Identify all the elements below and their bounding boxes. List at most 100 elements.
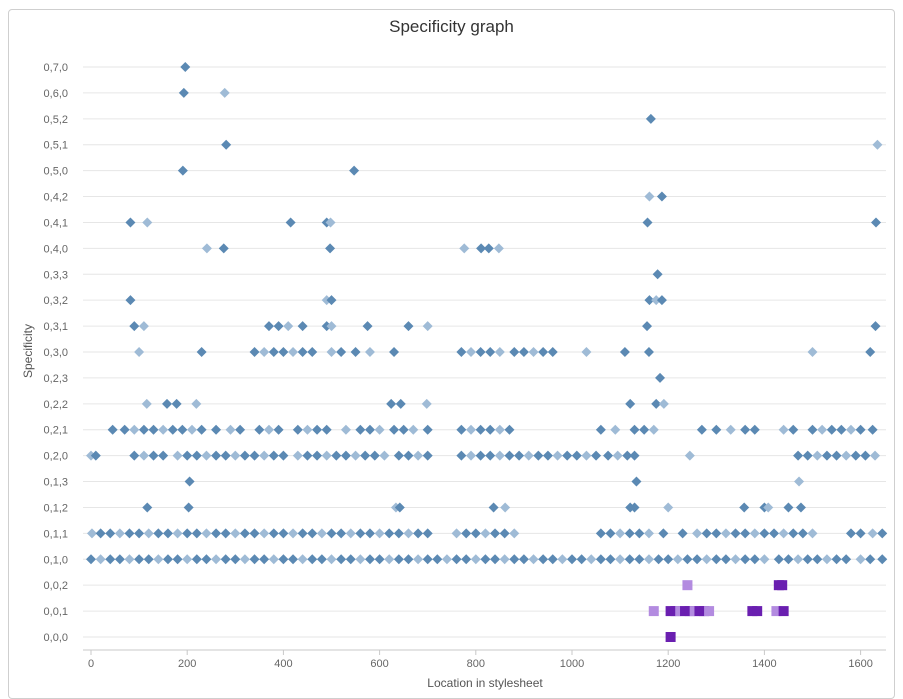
y-tick-labels: 0,0,0 0,0,1 0,0,2 0,1,0 0,1,1 0,1,2 0,1,3 0,2,0… [44,62,68,644]
specificity-point [461,528,472,539]
specificity-point [408,424,419,435]
specificity-point [316,528,327,539]
specificity-point [364,347,375,357]
specificity-point-square [665,632,676,642]
specificity-point [336,528,347,539]
specificity-point [817,424,828,435]
specificity-point [470,554,481,565]
specificity-point [730,528,741,539]
specificity-point [652,269,663,280]
specificity-point [855,528,866,539]
specificity-point [456,347,467,357]
specificity-point [235,424,246,435]
specificity-point [488,502,499,513]
specificity-point [794,476,805,487]
specificity-point [493,243,504,254]
specificity-point [826,424,837,435]
specificity-point [571,450,582,461]
x-tick-labels: 0 200 400 600 800 1000 1200 1400 1600 [88,650,873,670]
specificity-point [374,528,385,539]
specificity-point [610,424,621,435]
specificity-point [230,450,241,461]
specificity-point [297,528,308,539]
specificity-point [178,87,189,98]
specificity-point [403,450,414,461]
specificity-point [273,321,284,332]
specificity-point [239,554,250,565]
specificity-point [514,450,525,461]
specificity-point [783,554,794,565]
specificity-point [86,528,97,539]
specificity-point [134,347,145,357]
specificity-point [393,554,404,565]
specificity-point [196,347,207,357]
specificity-point [105,554,116,565]
specificity-point [711,424,722,435]
specificity-point [292,424,303,435]
specificity-point [158,424,169,435]
specificity-point [485,424,496,435]
y-tick-label: 0,4,1 [44,217,68,229]
specificity-point [268,450,279,461]
specificity-point [456,424,467,435]
specificity-point [701,554,712,565]
specificity-point [740,424,751,435]
specificity-point [325,217,336,228]
specificity-point [182,554,193,565]
specificity-point [422,554,433,565]
specificity-point [349,165,360,176]
specificity-point [191,554,202,565]
specificity-point [254,424,265,435]
specificity-point [867,424,878,435]
specificity-point [595,554,606,565]
specificity-point [581,347,592,357]
specificity-point [184,476,195,487]
specificity-point [725,424,736,435]
specificity-point [162,528,173,539]
specificity-point [191,398,202,409]
specificity-point [403,528,414,539]
y-tick-label: 0,2,2 [44,399,68,411]
specificity-point [651,398,662,409]
specificity-point [364,554,375,565]
specificity-point [398,424,409,435]
specificity-point [595,424,606,435]
specificity-point [90,450,101,461]
specificity-point [720,554,731,565]
specificity-point [307,554,318,565]
specificity-point [591,450,602,461]
specificity-point [855,424,866,435]
specificity-point [119,424,130,435]
specificity-point [138,424,149,435]
specificity-point [658,398,669,409]
specificity-point [239,450,250,461]
specificity-point-square [777,580,788,591]
specificity-point [432,554,443,565]
specificity-point [740,554,751,565]
specificity-point [605,554,616,565]
specificity-point [677,528,688,539]
specificity-point [230,528,241,539]
specificity-point [86,554,96,565]
specificity-point [263,424,274,435]
specificity-point-square [752,606,763,617]
specificity-point-square [704,606,715,617]
specificity-point [821,554,832,565]
specificity-point [307,347,318,357]
specificity-point [494,450,505,461]
specificity-point [480,528,491,539]
specificity-point-square [771,606,782,617]
specificity-point [499,528,510,539]
specificity-point [739,502,750,513]
specificity-point [865,347,876,357]
specificity-point [872,139,883,150]
specificity-point [273,424,284,435]
specificity-point [605,528,616,539]
specificity-point [740,528,751,539]
specificity-point [211,450,222,461]
specificity-point [812,450,823,461]
specificity-point [182,450,193,461]
specificity-point [485,450,496,461]
specificity-point [326,347,337,357]
y-tick-label: 0,1,3 [44,477,68,489]
